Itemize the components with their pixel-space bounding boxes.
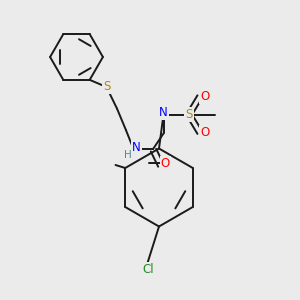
Text: S: S <box>103 80 110 94</box>
Text: H: H <box>124 149 132 160</box>
Text: O: O <box>161 157 170 170</box>
Text: S: S <box>185 108 193 121</box>
Text: Cl: Cl <box>142 262 154 276</box>
Text: N: N <box>132 141 141 154</box>
Text: N: N <box>159 106 168 119</box>
Text: O: O <box>200 90 209 103</box>
Text: O: O <box>200 126 209 140</box>
